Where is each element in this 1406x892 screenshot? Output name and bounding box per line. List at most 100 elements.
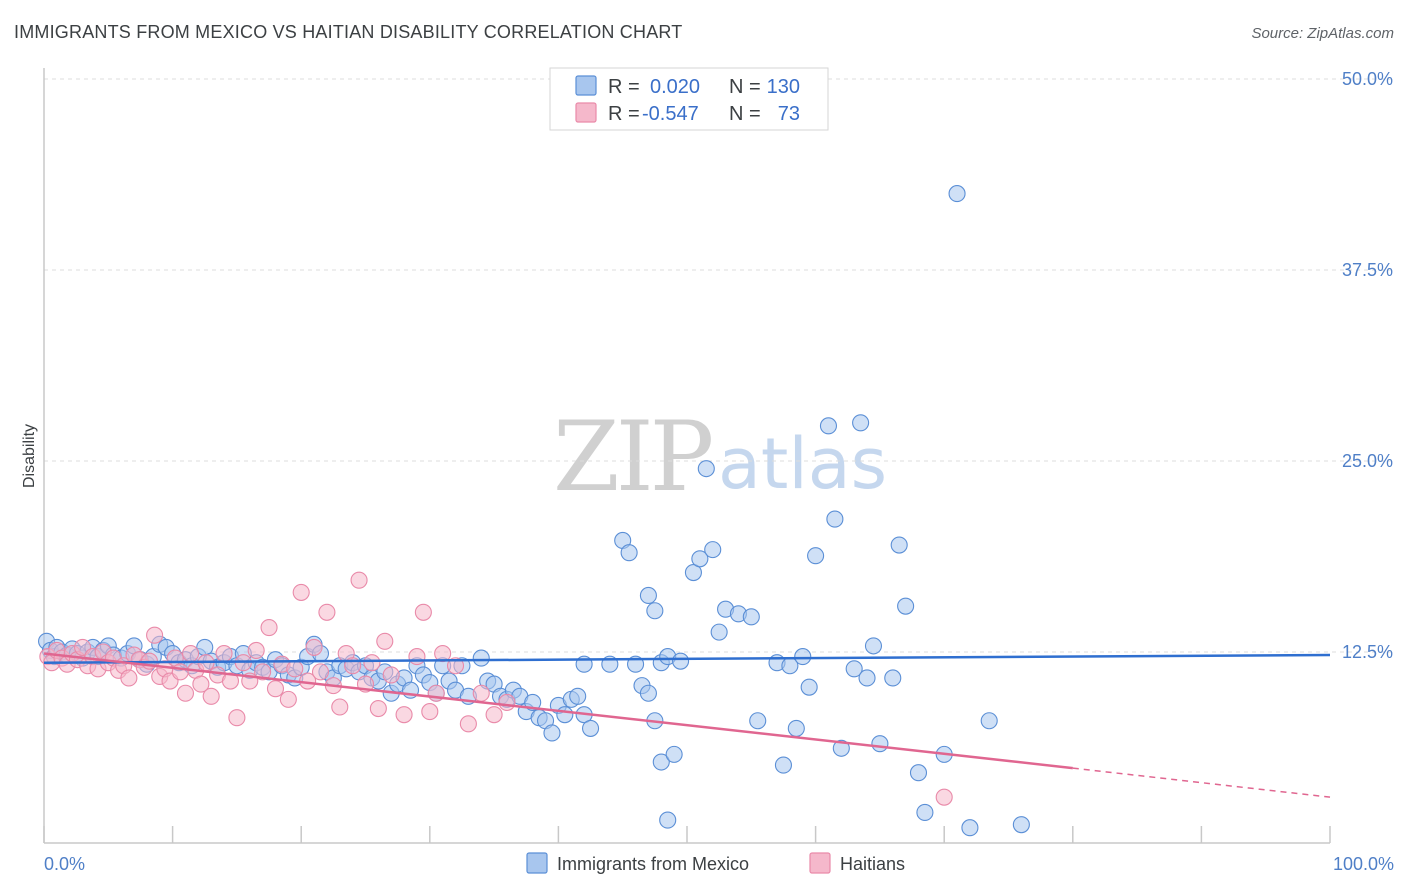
data-point-mexico	[620, 544, 638, 562]
data-point-mexico	[916, 803, 934, 821]
data-point-mexico	[543, 724, 561, 742]
data-point-haitians	[311, 663, 330, 681]
data-point-mexico	[787, 719, 805, 737]
data-point-mexico	[845, 660, 863, 678]
data-point-mexico	[646, 602, 664, 620]
trend-line-haitians	[43, 652, 1073, 770]
series-immigrants-from-mexico	[38, 185, 1030, 837]
data-point-mexico	[581, 719, 600, 737]
y-tick-label: 50.0%	[1342, 69, 1393, 89]
data-point-haitians	[459, 715, 477, 733]
data-point-haitians	[221, 672, 240, 690]
legend-swatch-pink	[575, 102, 597, 123]
data-point-mexico	[749, 712, 767, 730]
data-point-haitians	[228, 709, 246, 727]
y-tick-labels: 12.5% 25.0% 37.5% 50.0%	[1342, 69, 1393, 662]
data-point-mexico	[890, 536, 908, 554]
data-point-haitians	[485, 706, 503, 724]
data-point-mexico	[858, 669, 876, 687]
data-point-haitians	[421, 703, 439, 721]
data-point-haitians	[286, 660, 304, 678]
trend-lines	[43, 652, 1331, 798]
data-point-mexico	[684, 563, 702, 582]
trend-line-haitians-extension	[1072, 767, 1331, 798]
data-point-mexico	[980, 712, 998, 730]
data-point-mexico	[864, 637, 883, 655]
data-point-haitians	[266, 680, 285, 698]
y-tick-label: 25.0%	[1342, 451, 1393, 471]
legend-swatch-blue	[575, 75, 597, 96]
chart-title: IMMIGRANTS FROM MEXICO VS HAITIAN DISABI…	[14, 22, 682, 42]
data-point-mexico	[852, 414, 870, 432]
data-point-mexico	[826, 510, 844, 528]
data-point-mexico	[832, 739, 850, 757]
data-point-haitians	[260, 619, 278, 637]
data-point-mexico	[652, 753, 670, 771]
y-tick-label: 12.5%	[1342, 642, 1393, 662]
x-tick-label-max: 100.0%	[1333, 854, 1394, 874]
data-point-haitians	[369, 699, 387, 718]
data-point-mexico	[697, 460, 715, 478]
data-point-mexico	[807, 547, 825, 565]
data-point-mexico	[710, 623, 728, 641]
watermark-atlas: atlas	[718, 423, 887, 505]
data-point-mexico	[665, 745, 683, 763]
data-point-haitians	[146, 626, 164, 644]
bottom-legend-label-2: Haitians	[840, 854, 905, 874]
data-point-haitians	[935, 788, 953, 806]
data-point-mexico	[884, 669, 902, 687]
data-point-haitians	[292, 583, 310, 601]
data-point-mexico	[800, 678, 818, 696]
x-tick-label-min: 0.0%	[44, 854, 85, 874]
data-point-haitians	[279, 690, 297, 708]
data-point-haitians	[498, 693, 516, 711]
data-point-mexico	[1012, 816, 1030, 834]
data-point-haitians	[382, 666, 400, 684]
data-point-haitians	[318, 603, 336, 621]
data-point-mexico	[639, 684, 657, 702]
correlation-legend: R = 0.020 N = 130 R = -0.547 N = 73	[549, 67, 829, 131]
legend-n-label-1: N =	[729, 76, 761, 98]
y-tick-label: 37.5%	[1342, 260, 1393, 280]
gridlines	[44, 78, 1394, 653]
data-point-haitians	[376, 632, 394, 650]
x-axis-ticks	[43, 826, 1331, 843]
y-axis-label: Disability	[21, 424, 38, 488]
watermark-zip: ZIP	[553, 401, 712, 513]
bottom-legend-swatch-pink	[809, 852, 831, 874]
data-point-mexico	[774, 756, 793, 774]
data-point-haitians	[202, 687, 220, 705]
data-point-mexico	[897, 597, 915, 615]
legend-n-value-1: 130	[767, 76, 800, 98]
data-point-haitians	[176, 684, 195, 702]
data-point-haitians	[350, 571, 368, 589]
data-point-haitians	[247, 641, 265, 660]
data-point-haitians	[331, 698, 349, 716]
legend-r-label-2: R =	[608, 103, 640, 125]
data-point-mexico	[672, 652, 690, 670]
data-point-mexico	[871, 735, 889, 753]
data-point-mexico	[691, 550, 709, 568]
series-haitians	[39, 571, 953, 806]
data-point-haitians	[363, 654, 381, 672]
data-point-haitians	[192, 675, 210, 693]
data-point-mexico	[556, 706, 574, 724]
data-point-mexico	[794, 648, 812, 666]
data-point-mexico	[961, 819, 979, 837]
data-point-haitians	[120, 669, 138, 687]
data-point-haitians	[446, 657, 465, 675]
series-legend: Immigrants from Mexico Haitians	[526, 852, 905, 874]
bottom-legend-label-1: Immigrants from Mexico	[557, 854, 749, 874]
data-point-mexico	[819, 417, 838, 435]
data-point-mexico	[742, 608, 760, 626]
data-point-haitians	[305, 638, 323, 656]
legend-r-value-1: 0.020	[650, 76, 700, 98]
data-point-mexico	[948, 185, 966, 203]
data-point-haitians	[414, 603, 432, 621]
data-point-haitians	[472, 684, 490, 702]
legend-n-value-2: 73	[778, 103, 800, 125]
data-point-mexico	[639, 586, 657, 605]
trend-line-mexico	[43, 653, 1331, 664]
data-point-mexico	[659, 811, 677, 829]
